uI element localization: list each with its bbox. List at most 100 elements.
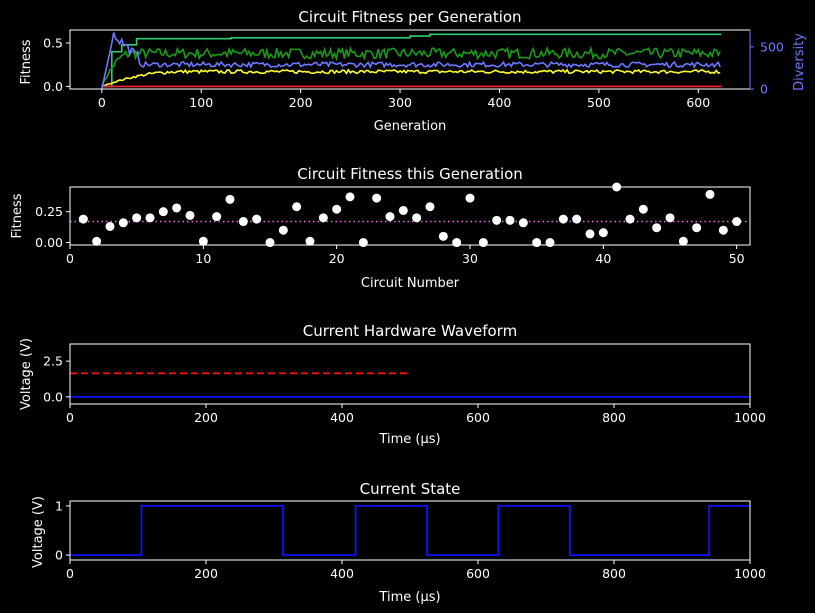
scatter-point [438,231,448,241]
scatter-point [638,204,648,214]
x-tick-label: 200 [194,566,218,581]
chart-fitness-this-generation: Circuit Fitness this Generation Circuit … [10,165,751,291]
scatter-point [625,214,635,224]
scatter-point [678,236,688,246]
scatter-point [225,194,235,204]
scatter-point [305,236,315,246]
chart-hardware-waveform: Current Hardware Waveform Time (µs) Volt… [19,322,766,447]
x-tick-label: 400 [330,566,354,581]
x-axis-label: Circuit Number [361,276,460,291]
scatter-point [532,238,542,248]
scatter-point [158,207,168,217]
plot-frame [69,500,751,561]
y-right-tick-label: 0 [760,82,768,97]
x-tick-label: 200 [289,95,313,110]
scatter-point [732,217,742,227]
y-tick-label: 0.5 [43,36,63,51]
x-tick-label: 20 [329,251,345,266]
x-tick-label: 100 [189,95,213,110]
scatter-point [558,214,568,224]
scatter-point [585,229,595,239]
y-axis-label: Voltage (V) [19,338,34,410]
scatter-point [425,202,435,212]
x-tick-label: 50 [729,251,745,266]
x-tick-label: 40 [595,251,611,266]
x-tick-label: 600 [686,95,710,110]
scatter-point [718,225,728,235]
scatter-point [238,217,248,227]
x-tick-label: 600 [466,410,490,425]
scatter-point [132,213,142,223]
x-tick-label: 800 [602,566,626,581]
series-diversity [101,32,721,90]
x-tick-label: 1000 [734,410,766,425]
scatter-point [385,212,395,222]
scatter-point [465,193,475,203]
x-axis-label: Time (µs) [378,590,440,605]
x-tick-label: 800 [602,410,626,425]
series-best-fitness [101,33,722,88]
x-tick-label: 30 [462,251,478,266]
chart-current-state: Current State Time (µs) Voltage (V) 0 200… [31,480,766,605]
scatter-point [372,193,382,203]
scatter-point [292,202,302,212]
x-tick-label: 10 [195,251,211,266]
scatter-point [318,213,328,223]
scatter-point [105,221,115,231]
plot-frame [69,186,751,246]
scatter-point [452,238,462,248]
chart-title: Current Hardware Waveform [303,322,517,340]
series-state [70,505,750,556]
x-axis-label: Time (µs) [378,432,440,447]
scatter-point [705,189,715,199]
y-tick-label: 0.0 [43,389,63,404]
y-tick-label: 0 [55,548,63,563]
x-tick-label: 400 [330,410,354,425]
y-tick-label: 0.0 [43,79,63,94]
scatter-point [545,238,555,248]
scatter-point [692,223,702,233]
x-tick-label: 500 [587,95,611,110]
scatter-point [665,213,675,223]
scatter-point [278,225,288,235]
scatter-point [92,236,102,246]
scatter-point [185,210,195,220]
x-tick-label: 0 [66,566,74,581]
y-axis-label: Fitness [10,193,25,238]
scatter-point [572,214,582,224]
scatter-point [492,215,502,225]
x-tick-label: 0 [66,410,74,425]
x-tick-label: 600 [466,566,490,581]
x-axis-label: Generation [374,119,447,134]
scatter-point [212,212,222,222]
scatter-point [398,205,408,215]
series-median-fitness [101,68,721,88]
chart-title: Current State [360,480,461,498]
plot-frame [69,343,751,405]
series-mean-fitness [101,45,721,87]
scatter-point [78,214,88,224]
scatter-point [172,203,182,213]
scatter-point [478,238,488,248]
scatter-point [332,204,342,214]
y-tick-label: 0.00 [35,235,63,250]
x-tick-label: 0 [98,95,106,110]
y-axis-right-label: Diversity [792,33,807,91]
scatter-point [118,218,128,228]
scatter-point [145,213,155,223]
y-tick-label: 2.5 [43,354,63,369]
scatter-point [412,213,422,223]
y-right-tick-label: 500 [760,39,784,54]
scatter-point [265,238,275,248]
y-tick-label: 0.25 [35,204,63,219]
scatter-point [518,218,528,228]
y-tick-label: 1 [55,498,63,513]
y-axis-label: Fitness [19,39,34,84]
chart-title: Circuit Fitness per Generation [298,8,521,26]
scatter-point [505,215,515,225]
scatter-point [358,238,368,248]
scatter-point [652,223,662,233]
x-tick-label: 300 [388,95,412,110]
